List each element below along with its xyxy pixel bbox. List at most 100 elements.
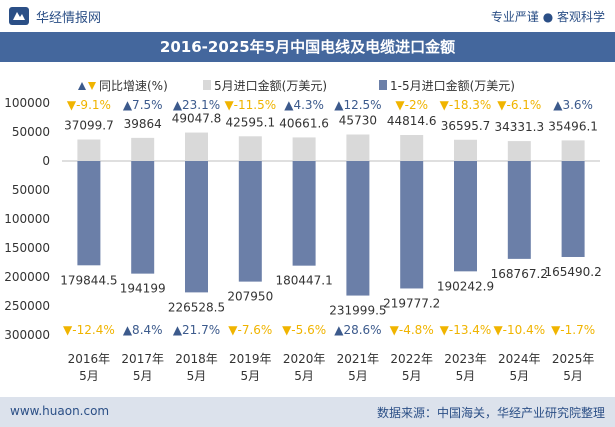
growth-label-cumulative: ▼-13.4% xyxy=(440,323,492,337)
legend: 同比增速(%) 5月进口金额(万美元) 1-5月进口金额(万美元) xyxy=(78,78,515,93)
y-tick-label: 250000 xyxy=(4,299,50,313)
value-label-cumulative: 226528.5 xyxy=(168,300,225,314)
value-label-monthly: 49047.8 xyxy=(172,112,222,126)
bar-cumulative xyxy=(131,161,155,274)
value-label-monthly: 36595.7 xyxy=(441,119,491,133)
growth-label-cumulative: ▼-1.7% xyxy=(551,323,595,337)
brand-name: 华经情报网 xyxy=(36,10,102,26)
value-label-cumulative: 219777.2 xyxy=(383,296,440,310)
header: 华经情报网 专业严谨 ● 客观科学 xyxy=(0,0,615,32)
y-tick-label: 300000 xyxy=(4,328,50,342)
growth-label-cumulative: ▼-5.6% xyxy=(282,323,326,337)
legend-cumulative-label: 1-5月进口金额(万美元) xyxy=(390,78,515,93)
value-label-cumulative: 180447.1 xyxy=(275,274,332,288)
growth-label-cumulative: ▲21.7% xyxy=(173,323,220,337)
y-tick-label: 0 xyxy=(42,154,50,168)
growth-label-monthly: ▲12.5% xyxy=(334,98,381,112)
growth-label-monthly: ▼-2% xyxy=(395,98,428,112)
bar-monthly xyxy=(238,136,262,161)
bar-monthly xyxy=(77,139,101,161)
tagline: 专业严谨 ● 客观科学 xyxy=(490,10,605,24)
x-tick-label: 2020年 5月 xyxy=(283,352,326,383)
value-label-monthly: 35496.1 xyxy=(548,119,598,133)
bar-monthly xyxy=(131,137,155,161)
x-tick-label: 2017年 5月 xyxy=(121,352,164,383)
bar-monthly xyxy=(185,132,208,161)
bars xyxy=(62,132,600,296)
value-label-cumulative: 179844.5 xyxy=(60,273,117,287)
y-axis: 100000 50000 0 50000 100000 150000 200000 25000… xyxy=(4,96,50,342)
legend-growth-up-icon xyxy=(78,82,86,90)
bar-cumulative xyxy=(77,161,101,266)
bar-cumulative xyxy=(238,161,262,282)
x-tick-label: 2023年 5月 xyxy=(444,352,487,383)
bar-monthly xyxy=(454,139,477,161)
data-source: 数据来源：中国海关，华经产业研究院整理 xyxy=(376,406,605,420)
data-labels: 37099.7 179844.5 ▼-9.1% ▼-12.4% 39864 194199 ▲… xyxy=(60,98,601,337)
x-tick-label: 2019年 5月 xyxy=(229,352,272,383)
bar-monthly xyxy=(507,141,531,161)
value-label-cumulative: 194199 xyxy=(120,282,166,296)
growth-label-monthly: ▲23.1% xyxy=(173,98,220,112)
bar-monthly xyxy=(346,134,370,161)
legend-growth-label: 同比增速(%) xyxy=(99,79,168,93)
y-tick-label: 50000 xyxy=(12,125,50,139)
y-tick-label: 200000 xyxy=(4,270,50,284)
x-tick-label: 2025年 5月 xyxy=(552,352,595,383)
bar-cumulative xyxy=(346,161,370,296)
y-tick-label: 50000 xyxy=(12,183,50,197)
chart-title: 2016-2025年5月中国电线及电缆进口金额 xyxy=(159,38,456,56)
value-label-monthly: 40661.6 xyxy=(279,116,329,130)
bar-monthly xyxy=(561,140,585,161)
legend-monthly-swatch xyxy=(203,80,211,90)
value-label-monthly: 42595.1 xyxy=(225,115,275,129)
growth-label-monthly: ▲3.6% xyxy=(553,98,593,112)
value-label-cumulative: 190242.9 xyxy=(437,279,494,293)
legend-growth-down-icon xyxy=(88,82,96,90)
bar-cumulative xyxy=(400,161,424,289)
bar-monthly xyxy=(400,135,424,161)
value-label-cumulative: 207950 xyxy=(227,290,273,304)
growth-label-cumulative: ▲28.6% xyxy=(334,323,381,337)
growth-label-monthly: ▼-9.1% xyxy=(67,98,111,112)
value-label-monthly: 45730 xyxy=(339,113,377,127)
growth-label-cumulative: ▼-7.6% xyxy=(228,323,272,337)
legend-monthly-label: 5月进口金额(万美元) xyxy=(214,78,327,93)
growth-label-monthly: ▼-18.3% xyxy=(440,98,492,112)
growth-label-monthly: ▼-11.5% xyxy=(224,98,276,112)
value-label-monthly: 39864 xyxy=(124,117,162,131)
growth-label-monthly: ▲4.3% xyxy=(284,98,324,112)
value-label-cumulative: 168767.2 xyxy=(491,267,548,281)
legend-cumulative-swatch xyxy=(379,80,387,90)
x-tick-label: 2018年 5月 xyxy=(175,352,218,383)
x-tick-label: 2022年 5月 xyxy=(390,352,433,383)
y-tick-label: 150000 xyxy=(4,241,50,255)
growth-label-cumulative: ▲8.4% xyxy=(123,323,163,337)
y-tick-label: 100000 xyxy=(4,96,50,110)
value-label-monthly: 34331.3 xyxy=(494,120,544,134)
footer: www.huaon.com 数据来源：中国海关，华经产业研究院整理 xyxy=(0,397,615,427)
growth-label-monthly: ▼-6.1% xyxy=(497,98,541,112)
brand[interactable]: 华经情报网 xyxy=(8,6,101,26)
growth-label-cumulative: ▼-4.8% xyxy=(390,323,434,337)
growth-label-monthly: ▲7.5% xyxy=(123,98,163,112)
website-link[interactable]: www.huaon.com xyxy=(10,404,110,418)
bar-cumulative xyxy=(454,161,477,272)
huajing-logo-icon xyxy=(9,7,29,25)
x-tick-label: 2016年 5月 xyxy=(68,352,111,383)
value-label-monthly: 44814.6 xyxy=(387,114,437,128)
bar-cumulative xyxy=(561,161,585,257)
value-label-cumulative: 231999.5 xyxy=(329,304,386,318)
bar-cumulative xyxy=(507,161,531,259)
bar-monthly xyxy=(292,137,316,161)
value-label-cumulative: 165490.2 xyxy=(544,265,601,279)
y-tick-label: 100000 xyxy=(4,212,50,226)
x-axis: 2016年 5月 2017年 5月 2018年 5月 2019年 5月 2020年 5月 2021年… xyxy=(68,352,595,383)
title-bar: 2016-2025年5月中国电线及电缆进口金额 xyxy=(0,32,615,62)
growth-label-cumulative: ▼-12.4% xyxy=(63,323,115,337)
chart: 同比增速(%) 5月进口金额(万美元) 1-5月进口金额(万美元) 100000… xyxy=(4,78,602,383)
x-tick-label: 2021年 5月 xyxy=(337,352,380,383)
value-label-monthly: 37099.7 xyxy=(64,118,114,132)
x-tick-label: 2024年 5月 xyxy=(498,352,541,383)
bar-cumulative xyxy=(292,161,316,266)
